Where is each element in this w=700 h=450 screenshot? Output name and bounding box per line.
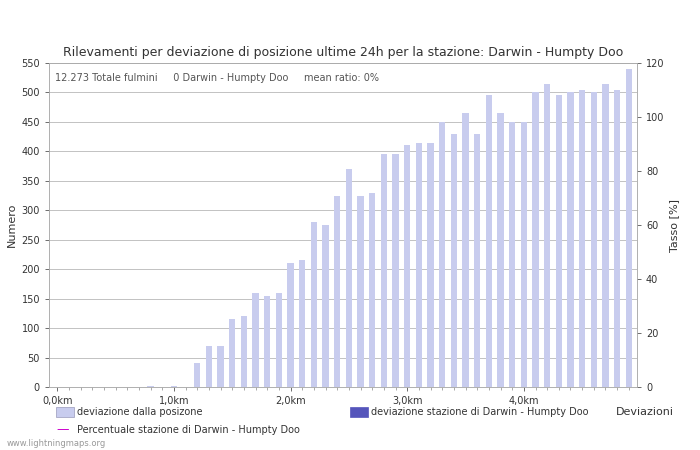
Bar [229,319,235,387]
Text: Percentuale stazione di Darwin - Humpty Doo: Percentuale stazione di Darwin - Humpty … [77,425,300,435]
Bar [556,95,562,387]
Bar [509,122,515,387]
Bar [357,196,364,387]
Bar [381,154,387,387]
Text: 12.273 Totale fulmini     0 Darwin - Humpty Doo     mean ratio: 0%: 12.273 Totale fulmini 0 Darwin - Humpty … [55,73,379,83]
Bar [416,143,422,387]
Bar [474,134,480,387]
Bar [404,145,410,387]
Bar [392,154,399,387]
Title: Rilevamenti per deviazione di posizione ultime 24h per la stazione: Darwin - Hum: Rilevamenti per deviazione di posizione … [63,46,623,59]
Text: deviazione stazione di Darwin - Humpty Doo: deviazione stazione di Darwin - Humpty D… [371,407,589,417]
Bar [521,122,527,387]
Bar [299,261,305,387]
Bar [544,84,550,387]
Y-axis label: Tasso [%]: Tasso [%] [668,198,679,252]
Text: www.lightningmaps.org: www.lightningmaps.org [7,439,106,448]
Bar [194,364,200,387]
Bar [579,90,585,387]
Bar [264,296,270,387]
Text: Deviazioni: Deviazioni [616,407,674,417]
Bar [287,263,294,387]
Bar [532,92,539,387]
Bar [462,113,469,387]
Bar [602,84,609,387]
Bar [427,143,434,387]
Bar [322,225,329,387]
Text: deviazione dalla posizone: deviazione dalla posizone [77,407,202,417]
Bar [206,346,212,387]
Bar [171,386,177,387]
Bar [486,95,492,387]
Bar [567,92,574,387]
Text: —: — [56,423,69,436]
Bar [217,346,224,387]
Bar [451,134,457,387]
Bar [241,316,247,387]
Bar [252,293,259,387]
Bar [614,90,620,387]
Y-axis label: Numero: Numero [7,203,18,247]
Bar [334,196,340,387]
Bar [497,113,504,387]
Bar [591,92,597,387]
Bar [311,222,317,387]
Bar [346,169,352,387]
Bar [369,193,375,387]
Bar [439,122,445,387]
Bar [276,293,282,387]
Bar [626,69,632,387]
